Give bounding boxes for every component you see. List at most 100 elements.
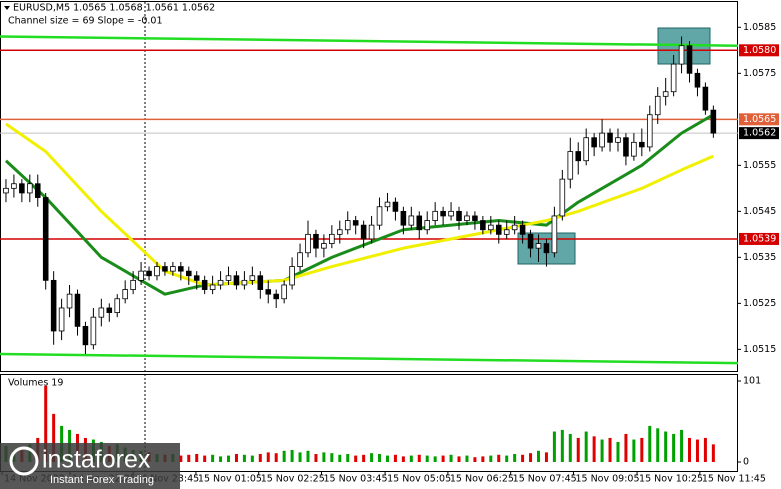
candle-body — [11, 183, 17, 189]
candle-body — [503, 229, 510, 235]
channel-line — [0, 35, 739, 47]
candle-body — [702, 86, 709, 111]
candle-body — [329, 233, 335, 244]
y-tick-label: 1.0535 — [743, 252, 776, 263]
candle-body — [265, 289, 272, 295]
volume-bar — [346, 453, 350, 462]
candle-body — [432, 210, 438, 221]
candle-body — [710, 109, 717, 134]
price-label: 1.0562 — [743, 128, 776, 139]
x-tick-label: 15 Nov 09:05 — [575, 474, 639, 485]
candle-body — [408, 215, 415, 226]
candle-body — [694, 72, 701, 88]
volume-bar — [513, 453, 517, 462]
candle-body — [607, 132, 613, 143]
candle-body — [424, 220, 431, 231]
price-label: 1.0539 — [743, 233, 776, 244]
candle-body — [575, 151, 582, 162]
candle-body — [686, 45, 693, 74]
candle-body — [448, 210, 454, 217]
moving-average — [5, 122, 714, 287]
candle-body — [368, 224, 375, 240]
moving-average — [4, 113, 715, 296]
volume-bar — [298, 452, 302, 462]
candle-body — [19, 183, 25, 194]
price-label-bg — [739, 232, 779, 245]
candle-body — [178, 266, 184, 272]
candle-body — [567, 151, 574, 180]
volume-bar — [282, 450, 286, 462]
candle-body — [591, 137, 597, 148]
volume-bar — [187, 454, 191, 462]
volume-bar — [242, 454, 246, 462]
volume-bar — [505, 455, 509, 462]
volume-bar — [521, 454, 525, 462]
volume-bar — [592, 436, 596, 462]
x-tick-label: 15 Nov 07:45 — [513, 474, 577, 485]
price-label-bg — [739, 44, 779, 57]
candle-body — [392, 201, 399, 212]
volume-bar — [385, 455, 389, 462]
volume-bar — [481, 456, 485, 462]
volume-title: Volumes 19 — [8, 378, 63, 389]
volume-bar — [409, 455, 413, 462]
menu-arrow — [4, 6, 10, 10]
volume-bar — [338, 454, 342, 462]
candle-body — [646, 114, 653, 148]
volume-bar — [449, 454, 453, 462]
volume-bar — [640, 437, 644, 462]
volume-bar — [536, 450, 540, 462]
volume-bar — [695, 439, 699, 462]
volume-bar — [703, 437, 707, 462]
candle-body — [241, 279, 248, 286]
candle-body — [130, 279, 136, 290]
candle-body — [58, 307, 65, 332]
volume-bar — [632, 439, 636, 462]
volume-bar — [680, 429, 684, 462]
volume-bar — [624, 433, 628, 462]
candle-body — [599, 132, 605, 148]
y-tick-label: 1.0525 — [743, 298, 776, 309]
x-tick-label: 15 Nov 06:25 — [450, 474, 514, 485]
volume-bar — [544, 452, 548, 462]
logo-icon — [9, 446, 39, 476]
candle-body — [305, 233, 311, 254]
candle-body — [289, 266, 295, 286]
candle-body — [639, 141, 645, 148]
volume-bar — [219, 456, 223, 462]
volume-bar — [616, 441, 620, 462]
y-tick-label: 1.0585 — [743, 22, 776, 33]
candle-body — [321, 243, 327, 249]
y-tick-label: 1.0545 — [743, 206, 776, 217]
candle-body — [623, 137, 629, 157]
volume-bar — [203, 455, 207, 462]
volume-bar — [417, 454, 421, 462]
candle-body — [209, 284, 216, 290]
candle-body — [352, 220, 359, 226]
candle-body — [416, 215, 423, 231]
volume-frame — [0, 374, 738, 472]
volume-bar — [393, 454, 397, 462]
volume-bar — [362, 454, 366, 462]
candle-body — [201, 279, 208, 290]
volume-bar — [52, 413, 56, 462]
volume-bar — [441, 455, 445, 462]
volume-bar — [179, 455, 183, 462]
volume-bar — [457, 456, 461, 462]
y-tick-label: 0 — [743, 457, 749, 468]
volume-bar — [250, 455, 254, 462]
candle-body — [162, 266, 168, 272]
candle-body — [527, 233, 534, 249]
volume-bar — [378, 453, 382, 462]
candle-body — [42, 197, 49, 281]
volume-bar — [473, 457, 477, 462]
candle-body — [217, 279, 224, 286]
x-tick-label: 15 Nov 01:05 — [198, 474, 262, 485]
candle-body — [50, 279, 57, 332]
candle-body — [519, 224, 526, 235]
volume-bar — [672, 433, 676, 462]
volume-bar — [552, 431, 556, 462]
candle-body — [233, 275, 240, 286]
volume-bar — [489, 455, 493, 462]
volume-bar — [656, 428, 660, 462]
